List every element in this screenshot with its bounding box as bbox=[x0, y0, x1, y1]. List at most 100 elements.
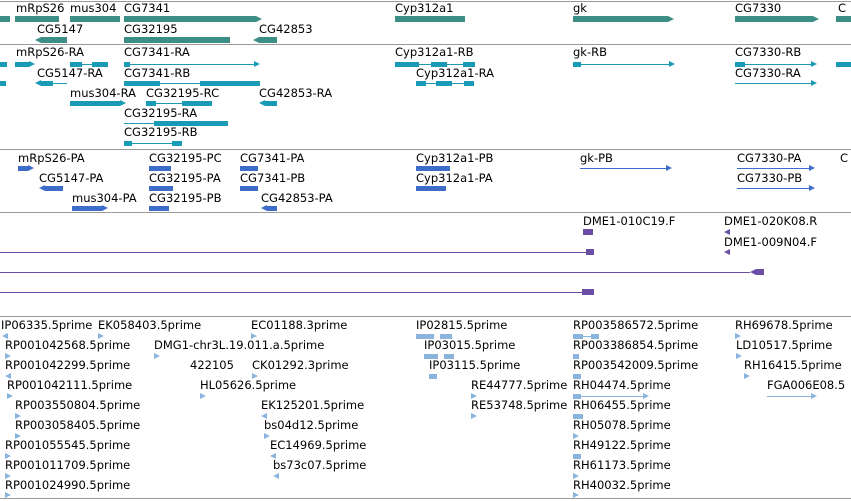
transcript-label[interactable]: CG5147-RA bbox=[37, 66, 103, 80]
est-feature[interactable] bbox=[736, 353, 742, 359]
transcript-feature[interactable] bbox=[581, 64, 669, 65]
gene-feature[interactable] bbox=[813, 16, 819, 22]
polypeptide-label[interactable]: CG42853-PA bbox=[261, 191, 333, 205]
polypeptide-feature[interactable] bbox=[45, 186, 63, 191]
est-label[interactable]: RH61173.5prime bbox=[573, 458, 671, 472]
polypeptide-feature[interactable] bbox=[580, 168, 666, 169]
gene-label[interactable]: Cyp312a1 bbox=[395, 1, 454, 15]
transcript-label[interactable]: mus304-RA bbox=[70, 86, 136, 100]
est-label[interactable]: RP003542009.5prime bbox=[573, 358, 699, 372]
est-feature[interactable] bbox=[573, 433, 579, 439]
transcript-feature[interactable] bbox=[156, 103, 182, 104]
est-feature[interactable] bbox=[200, 393, 206, 399]
transcript-label[interactable]: gk-RB bbox=[573, 45, 607, 59]
polypeptide-feature[interactable] bbox=[39, 185, 45, 191]
gene-feature[interactable] bbox=[668, 16, 674, 22]
est-label[interactable]: RP001024990.5prime bbox=[5, 478, 131, 492]
transcript-feature[interactable] bbox=[735, 83, 811, 84]
transcript-label[interactable]: CG32195-RA bbox=[124, 106, 198, 120]
est-feature[interactable] bbox=[273, 473, 279, 479]
est-label[interactable]: IP03015.5prime bbox=[424, 338, 516, 352]
est-label[interactable]: RP001042111.5prime bbox=[7, 378, 133, 392]
polypeptide-label[interactable]: CG32195-PC bbox=[149, 151, 222, 165]
transcript-feature[interactable] bbox=[124, 123, 154, 124]
gene-label[interactable]: mus304 bbox=[70, 1, 117, 15]
transcript-label[interactable]: CG32195-RB bbox=[124, 125, 198, 139]
transcript-feature[interactable] bbox=[70, 62, 82, 67]
gene-label[interactable]: C bbox=[838, 1, 847, 15]
polypeptide-label[interactable]: Cyp312a1-PA bbox=[416, 171, 493, 185]
est-label[interactable]: LD10517.5prime bbox=[736, 338, 833, 352]
polypeptide-label[interactable]: CG7341-PB bbox=[240, 171, 306, 185]
est-label[interactable]: RP001042299.5prime bbox=[5, 358, 131, 372]
transcript-feature[interactable] bbox=[811, 80, 817, 86]
polypeptide-feature[interactable] bbox=[28, 165, 34, 171]
transcript-feature[interactable] bbox=[132, 143, 172, 144]
transcript-label[interactable]: mRpS26-RA bbox=[16, 45, 84, 59]
transcript-feature[interactable] bbox=[124, 141, 132, 146]
est-feature[interactable] bbox=[573, 414, 583, 419]
est-feature[interactable] bbox=[154, 353, 160, 359]
transcript-feature[interactable] bbox=[154, 121, 228, 126]
est-label[interactable]: RE53748.5prime bbox=[471, 398, 568, 412]
polypeptide-label[interactable]: gk-PB bbox=[580, 151, 613, 165]
transcript-feature[interactable] bbox=[265, 101, 277, 106]
transcript-feature[interactable] bbox=[426, 83, 436, 84]
est-feature[interactable] bbox=[471, 413, 477, 419]
est-label[interactable]: RP003058405.5prime bbox=[15, 418, 141, 432]
polypeptide-feature[interactable] bbox=[261, 205, 267, 211]
transcript-feature[interactable] bbox=[146, 101, 156, 106]
transcript-feature[interactable] bbox=[0, 62, 7, 67]
est-label[interactable]: RH16415.5prime bbox=[744, 358, 842, 372]
est-label[interactable]: EC14969.5prime bbox=[270, 438, 367, 452]
transcript-feature[interactable] bbox=[395, 62, 419, 67]
transcript-feature[interactable] bbox=[120, 100, 126, 106]
gene-feature[interactable] bbox=[735, 16, 813, 22]
transcript-label[interactable]: CG7330-RB bbox=[735, 45, 802, 59]
est-feature[interactable] bbox=[264, 433, 270, 439]
transcript-feature[interactable] bbox=[182, 101, 212, 106]
est-label[interactable]: IP02815.5prime bbox=[416, 318, 508, 332]
est-feature[interactable] bbox=[583, 336, 591, 337]
polypeptide-feature[interactable] bbox=[102, 205, 108, 211]
transcript-label[interactable]: CG42853-RA bbox=[259, 86, 333, 100]
gene-feature[interactable] bbox=[253, 37, 259, 43]
polypeptide-feature[interactable] bbox=[240, 186, 258, 191]
transcript-feature[interactable] bbox=[259, 100, 265, 106]
transcript-feature[interactable] bbox=[35, 80, 41, 86]
polypeptide-label[interactable]: CG32195-PA bbox=[149, 171, 221, 185]
clone-feature[interactable] bbox=[583, 229, 593, 235]
est-feature[interactable] bbox=[5, 473, 11, 479]
transcript-feature[interactable] bbox=[41, 81, 53, 86]
polypeptide-label[interactable]: CG5147-PA bbox=[39, 171, 104, 185]
clone-feature[interactable] bbox=[756, 269, 764, 275]
est-label[interactable]: 422105 bbox=[190, 358, 234, 372]
est-feature[interactable] bbox=[573, 334, 583, 339]
transcript-feature[interactable] bbox=[452, 83, 464, 84]
transcript-feature[interactable] bbox=[124, 62, 130, 67]
transcript-feature[interactable] bbox=[172, 141, 182, 146]
est-feature[interactable] bbox=[7, 393, 13, 399]
polypeptide-label[interactable]: CG7330-PA bbox=[737, 151, 802, 165]
polypeptide-label[interactable]: CG32195-PB bbox=[149, 191, 222, 205]
clone-feature[interactable] bbox=[724, 229, 730, 235]
transcript-feature[interactable] bbox=[447, 64, 463, 65]
est-feature[interactable] bbox=[5, 453, 11, 459]
est-feature[interactable] bbox=[5, 373, 11, 379]
transcript-feature[interactable] bbox=[15, 62, 29, 67]
gene-feature[interactable] bbox=[124, 37, 230, 43]
est-label[interactable]: RP001042568.5prime bbox=[5, 338, 131, 352]
gene-label[interactable]: CG42853 bbox=[259, 22, 313, 36]
gene-label[interactable]: CG5147 bbox=[37, 22, 84, 36]
est-feature[interactable] bbox=[471, 393, 477, 399]
polypeptide-feature[interactable] bbox=[72, 206, 102, 211]
polypeptide-feature[interactable] bbox=[416, 186, 446, 191]
est-feature[interactable] bbox=[573, 492, 579, 498]
polypeptide-label[interactable]: C bbox=[840, 151, 849, 165]
est-feature[interactable] bbox=[591, 334, 599, 339]
transcript-feature[interactable] bbox=[573, 62, 581, 67]
est-feature[interactable] bbox=[573, 374, 581, 379]
polypeptide-label[interactable]: mRpS26-PA bbox=[18, 151, 85, 165]
est-feature[interactable] bbox=[811, 393, 817, 399]
est-label[interactable]: IP06335.5prime bbox=[1, 318, 93, 332]
